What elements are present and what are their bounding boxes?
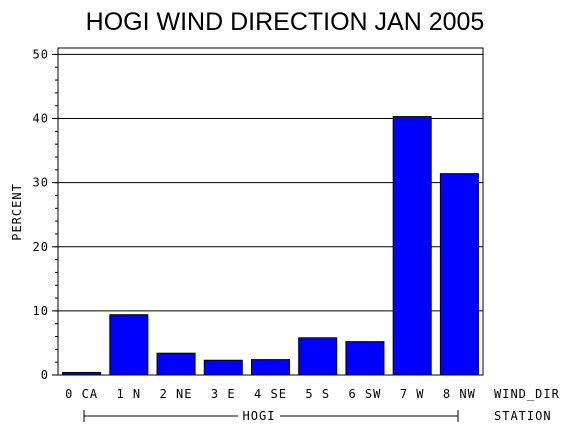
x-tick-label: 1 N bbox=[116, 387, 141, 401]
bar bbox=[345, 341, 385, 376]
group-axis-label: STATION bbox=[494, 409, 552, 423]
y-tick-label: 10 bbox=[33, 304, 49, 318]
bar bbox=[62, 371, 102, 376]
x-axis-label: WIND_DIR bbox=[494, 387, 560, 401]
y-tick-label: 30 bbox=[33, 176, 49, 190]
x-tick-label: 5 S bbox=[305, 387, 330, 401]
x-tick-label: 4 SE bbox=[254, 387, 287, 401]
x-tick-label: 0 CA bbox=[65, 387, 98, 401]
x-tick-label: 8 NW bbox=[443, 387, 476, 401]
y-axis-label: PERCENT bbox=[10, 183, 24, 241]
bars bbox=[62, 116, 479, 376]
y-tick-label: 20 bbox=[33, 240, 49, 254]
y-tick-label: 0 bbox=[41, 368, 49, 382]
x-tick-label: 7 W bbox=[400, 387, 425, 401]
bar bbox=[439, 173, 479, 376]
bar bbox=[392, 116, 432, 376]
bar bbox=[251, 359, 290, 376]
x-tick-label: 2 NE bbox=[160, 387, 193, 401]
bar bbox=[298, 337, 338, 376]
y-axis-ticks: 0 10 20 30 40 50 bbox=[33, 47, 58, 382]
y-tick-label: 40 bbox=[33, 112, 49, 126]
bar bbox=[109, 314, 149, 376]
group-bracket bbox=[83, 410, 459, 422]
group-label: HOGI bbox=[243, 409, 276, 423]
chart-title: HOGI WIND DIRECTION JAN 2005 bbox=[86, 8, 485, 36]
y-tick-label: 50 bbox=[33, 47, 49, 61]
x-tick-label: 3 E bbox=[211, 387, 236, 401]
bar bbox=[203, 359, 243, 376]
x-axis-tick-labels: 0 CA 1 N 2 NE 3 E 4 SE 5 S 6 SW 7 W 8 NW bbox=[65, 387, 476, 401]
bar bbox=[156, 352, 196, 376]
x-tick-label: 6 SW bbox=[348, 387, 381, 401]
